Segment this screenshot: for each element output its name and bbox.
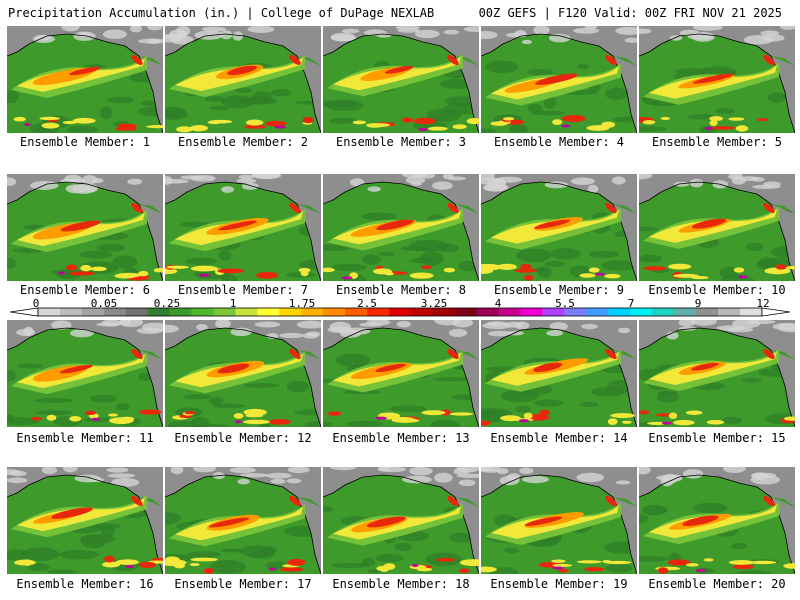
- colorbar-swatch: [301, 308, 324, 316]
- colorbar-swatch: [213, 308, 236, 316]
- colorbar-swatch: [696, 308, 719, 316]
- colorbar-tick-label: 3.25: [420, 297, 448, 310]
- colorbar-swatch: [476, 308, 500, 316]
- ensemble-map-panel: [165, 320, 321, 427]
- colorbar-swatch: [740, 308, 763, 316]
- colorbar-swatch: [454, 308, 478, 316]
- colorbar-swatch: [608, 308, 631, 316]
- ensemble-member-label: Ensemble Member: 6: [19, 283, 151, 297]
- colorbar-swatch: [169, 308, 192, 316]
- colorbar-swatch: [345, 308, 368, 316]
- ensemble-map-panel: [323, 26, 479, 133]
- ensemble-member-label: Ensemble Member: 17: [174, 577, 312, 591]
- ensemble-member-label: Ensemble Member: 18: [332, 577, 470, 591]
- ensemble-map-panel: [7, 26, 163, 133]
- ensemble-member-label: Ensemble Member: 9: [493, 283, 625, 297]
- colorbar-swatch: [630, 308, 653, 316]
- ensemble-member-label: Ensemble Member: 19: [490, 577, 628, 591]
- colorbar-swatch: [103, 308, 127, 316]
- ensemble-member-label: Ensemble Member: 8: [335, 283, 467, 297]
- colorbar-swatch: [432, 308, 456, 316]
- ensemble-member-label: Ensemble Member: 10: [648, 283, 786, 297]
- colorbar-swatch: [520, 308, 543, 316]
- ensemble-member-label: Ensemble Member: 14: [490, 431, 628, 445]
- ensemble-map-panel: [323, 467, 479, 574]
- colorbar-swatch: [389, 308, 412, 316]
- ensemble-member-label: Ensemble Member: 12: [174, 431, 312, 445]
- colorbar-swatch: [235, 308, 258, 316]
- ensemble-map-panel: [7, 174, 163, 281]
- ensemble-map-panel: [165, 467, 321, 574]
- colorbar-swatch: [147, 308, 170, 316]
- precip-colorbar: [10, 307, 790, 317]
- colorbar-swatch: [38, 308, 61, 316]
- ensemble-member-label: Ensemble Member: 3: [335, 135, 467, 149]
- colorbar-tick-label: 1.75: [288, 297, 316, 310]
- colorbar-swatch: [586, 308, 609, 316]
- colorbar-tick-label: 2.5: [357, 297, 377, 310]
- colorbar-swatch: [125, 308, 148, 316]
- ensemble-member-label: Ensemble Member: 15: [648, 431, 786, 445]
- colorbar-tick-label: 4: [494, 297, 502, 310]
- ensemble-map-panel: [639, 467, 795, 574]
- colorbar-swatch: [498, 308, 521, 316]
- map-title: Precipitation Accumulation (in.) | Colle…: [8, 6, 435, 20]
- colorbar-swatch: [367, 308, 390, 316]
- colorbar-tick-label: 0.05: [90, 297, 118, 310]
- ensemble-map-panel: [481, 26, 637, 133]
- ensemble-member-label: Ensemble Member: 20: [648, 577, 786, 591]
- colorbar-swatch: [81, 308, 105, 316]
- colorbar-swatch: [718, 308, 741, 316]
- colorbar-swatch: [323, 308, 346, 316]
- colorbar-swatch: [542, 308, 565, 316]
- ensemble-map-panel: [7, 320, 163, 427]
- ensemble-map-panel: [639, 26, 795, 133]
- ensemble-member-label: Ensemble Member: 5: [651, 135, 783, 149]
- model-run-info: 00Z GEFS | F120 Valid: 00Z FRI NOV 21 20…: [478, 6, 782, 20]
- colorbar-swatch: [564, 308, 587, 316]
- ensemble-member-label: Ensemble Member: 11: [16, 431, 154, 445]
- colorbar-tick-label: 0: [32, 297, 40, 310]
- ensemble-map-panel: [639, 320, 795, 427]
- colorbar-swatch: [59, 308, 83, 316]
- colorbar-tick-label: 7: [627, 297, 635, 310]
- ensemble-map-panel: [165, 26, 321, 133]
- ensemble-map-panel: [323, 174, 479, 281]
- ensemble-map-panel: [481, 467, 637, 574]
- ensemble-map-panel: [481, 174, 637, 281]
- ensemble-member-label: Ensemble Member: 1: [19, 135, 151, 149]
- colorbar-tick-label: 5.5: [555, 297, 575, 310]
- ensemble-member-label: Ensemble Member: 16: [16, 577, 154, 591]
- colorbar-swatch: [257, 308, 280, 316]
- colorbar-tick-label: 12: [756, 297, 770, 310]
- ensemble-map-panel: [481, 320, 637, 427]
- colorbar-swatch: [279, 308, 302, 316]
- colorbar-swatch: [674, 308, 697, 316]
- colorbar-swatch: [652, 308, 675, 316]
- colorbar-tick-label: 0.25: [153, 297, 181, 310]
- ensemble-member-label: Ensemble Member: 13: [332, 431, 470, 445]
- ensemble-map-panel: [323, 320, 479, 427]
- ensemble-map-panel: [165, 174, 321, 281]
- ensemble-member-label: Ensemble Member: 2: [177, 135, 309, 149]
- colorbar-tick-label: 9: [694, 297, 702, 310]
- ensemble-member-label: Ensemble Member: 4: [493, 135, 625, 149]
- ensemble-member-label: Ensemble Member: 7: [177, 283, 309, 297]
- colorbar-tick-label: 1: [229, 297, 237, 310]
- ensemble-map-panel: [7, 467, 163, 574]
- colorbar-swatch: [191, 308, 214, 316]
- colorbar-swatch: [410, 308, 434, 316]
- ensemble-map-panel: [639, 174, 795, 281]
